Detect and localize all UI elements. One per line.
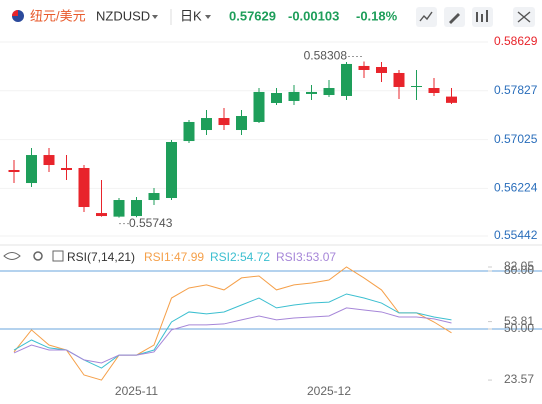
y-tick-label: 53.81 <box>504 314 534 328</box>
y-tick-label: 0.56224 <box>494 181 538 195</box>
candle-body <box>323 88 335 96</box>
candle-body <box>131 200 142 217</box>
y-tick-label: 80.00 <box>504 263 534 277</box>
dropdown-icon[interactable] <box>152 15 158 19</box>
change-pct: -0.18% <box>356 8 398 23</box>
candle-body <box>166 142 177 199</box>
period[interactable]: 日K <box>180 8 202 23</box>
candle-body <box>78 167 90 208</box>
x-tick-label: 2025-11 <box>115 384 158 398</box>
candle-body <box>148 193 160 201</box>
candle-body <box>201 118 212 131</box>
price: 0.57629 <box>229 8 276 23</box>
candle-body <box>8 170 20 173</box>
dropdown-icon[interactable] <box>205 15 211 19</box>
candle-body <box>26 155 37 184</box>
rsi-line <box>13 307 452 364</box>
x-tick-label: 2025-12 <box>307 384 351 398</box>
indicator-button[interactable] <box>416 7 437 27</box>
rsi-line <box>13 293 452 369</box>
y-tick-label: 0.58629 <box>494 34 538 48</box>
annotation: 0.55743 <box>129 216 173 230</box>
y-tick-label: 0.57025 <box>494 132 538 146</box>
ticker[interactable]: NZDUSD <box>96 8 150 23</box>
settings-icon[interactable] <box>33 251 43 261</box>
y-tick-label: 0.55442 <box>494 228 538 242</box>
box-icon[interactable] <box>52 250 64 262</box>
candle-body <box>288 91 300 101</box>
legend-entry: RSI2:54.72 <box>210 250 270 264</box>
y-tick-label: 0.57827 <box>494 83 538 97</box>
candle-body <box>183 121 195 142</box>
candle-body <box>376 67 387 73</box>
y-tick-label: 82.05 <box>504 259 534 273</box>
eye-icon[interactable] <box>3 252 21 260</box>
indicator-title: RSI(7,14,21) <box>67 250 135 264</box>
candle-body <box>61 167 72 171</box>
symbol[interactable]: 纽元/美元 <box>30 8 86 23</box>
flag-icon <box>12 10 24 22</box>
candle-body <box>43 155 55 166</box>
candle-body <box>271 93 282 103</box>
legend-entry: RSI1:47.99 <box>144 250 204 264</box>
candle-body <box>218 118 230 126</box>
change: -0.00103 <box>288 8 339 23</box>
rsi-line <box>13 266 452 381</box>
candle-body <box>341 63 352 96</box>
y-tick-label: 50.00 <box>504 321 534 335</box>
candle-body <box>253 91 265 122</box>
candle-body <box>96 213 107 217</box>
rsi-toolbar <box>3 250 64 262</box>
candle-body <box>236 116 247 131</box>
candle-body <box>411 86 422 88</box>
candle-body <box>393 72 405 87</box>
y-tick-label: 23.57 <box>504 372 534 386</box>
candle-body <box>428 88 440 94</box>
annotation: 0.58308 <box>304 49 348 63</box>
candle-body <box>446 96 457 103</box>
candle-body <box>306 91 317 94</box>
toolbar <box>416 7 535 27</box>
legend-entry: RSI3:53.07 <box>276 250 336 264</box>
candle-body <box>113 200 125 217</box>
candle-body <box>358 65 370 70</box>
